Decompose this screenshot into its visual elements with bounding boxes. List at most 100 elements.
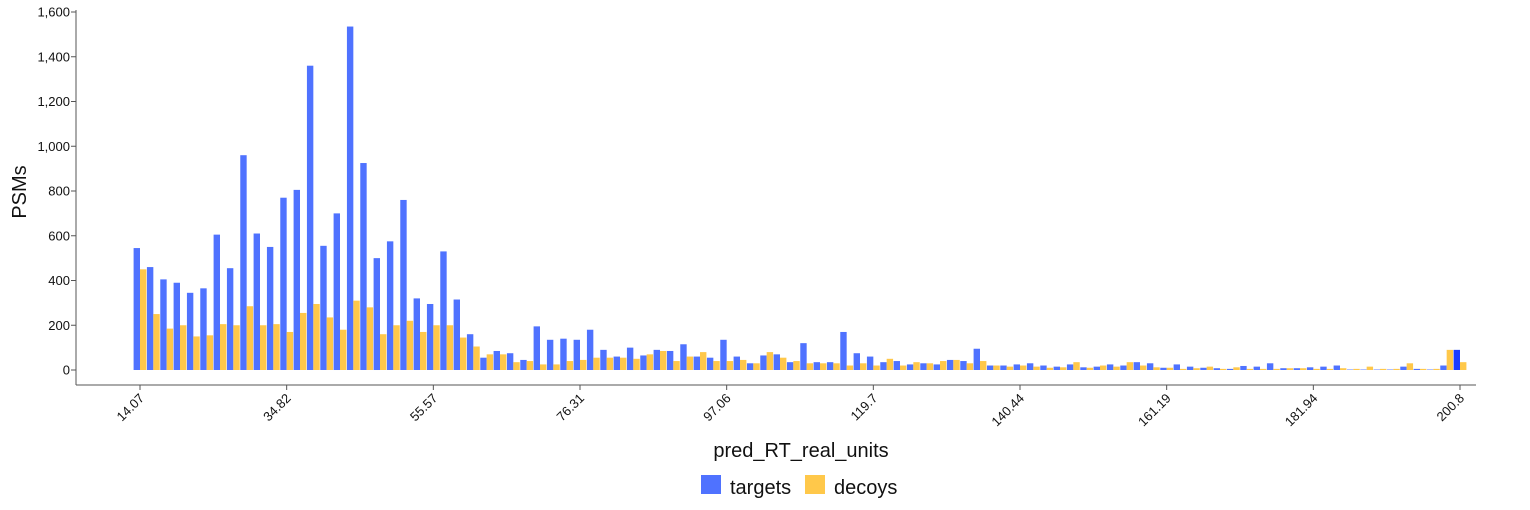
x-tick-label: 76.31 [554, 391, 588, 425]
bar-targets [1066, 364, 1074, 370]
x-axis-ticks: 14.07 34.82 55.57 76.31 97.06 119.7 140.44 161.… [114, 385, 1468, 430]
bar-decoys [980, 361, 987, 370]
bar-decoys [886, 358, 894, 370]
bar-targets [200, 288, 207, 370]
bar-decoys [393, 325, 400, 370]
bar-targets [386, 241, 394, 370]
legend-label-targets[interactable]: targets [730, 477, 791, 499]
bar-decoys [1060, 367, 1067, 370]
bar-targets [1160, 367, 1167, 370]
bar-decoys [1113, 366, 1120, 370]
bar-decoys [740, 359, 747, 370]
bar-decoys [1326, 368, 1334, 370]
bar-decoys [233, 325, 240, 370]
x-tick-label: 161.19 [1135, 391, 1174, 430]
bar-targets [960, 361, 967, 370]
bar-targets [813, 362, 820, 370]
bar-decoys [246, 306, 254, 370]
bar-targets [693, 356, 700, 370]
bar-decoys [193, 336, 200, 370]
bar-targets [1440, 365, 1447, 370]
bar-decoys [846, 365, 854, 370]
bar-targets [1400, 366, 1407, 370]
bar-decoys [780, 357, 787, 370]
bar-decoys [1246, 368, 1254, 370]
legend-label-decoys[interactable]: decoys [834, 477, 897, 499]
bar-targets [1146, 363, 1154, 370]
legend[interactable]: targets decoys [701, 475, 897, 499]
x-axis-title: pred_RT_real_units [713, 440, 888, 462]
bar-targets [720, 339, 727, 370]
bar-decoys [726, 361, 734, 370]
bar-decoys [420, 331, 427, 370]
bar-targets [613, 356, 620, 370]
bar-decoys [1340, 368, 1347, 370]
bar-decoys [1193, 368, 1200, 370]
bar-targets [280, 197, 287, 370]
legend-swatch-decoys[interactable] [805, 475, 825, 494]
bar-targets [826, 362, 834, 370]
bar-decoys [1353, 368, 1360, 370]
bar-decoys [1366, 366, 1374, 370]
bar-decoys [180, 325, 187, 370]
bar-targets [346, 26, 354, 370]
bar-decoys [940, 361, 947, 370]
bar-targets [946, 359, 954, 370]
bar-decoys [1433, 368, 1440, 370]
x-tick-label: 181.94 [1282, 391, 1321, 430]
bar-targets [240, 155, 247, 370]
bar-targets [173, 282, 180, 370]
bar-targets [760, 355, 767, 370]
x-tick-label: 200.8 [1434, 391, 1468, 425]
bar-decoys [1140, 365, 1147, 370]
bar-decoys [833, 363, 840, 370]
bar-decoys [1033, 366, 1040, 370]
bar-decoys [793, 361, 800, 370]
bar-targets [400, 199, 407, 370]
bar-decoys [380, 334, 387, 370]
bar-targets [493, 350, 500, 370]
bar-targets [1040, 365, 1047, 370]
bar-decoys [1020, 365, 1027, 370]
bar-decoys [1273, 368, 1280, 370]
bar-decoys [913, 362, 920, 370]
bar-decoys [1100, 365, 1107, 370]
y-axis-ticks: 0 200 400 600 800 1,000 1,200 1,400 1,600 [37, 5, 76, 378]
bar-targets [733, 356, 740, 370]
x-tick-label: 34.82 [260, 391, 294, 425]
bar-targets [1080, 367, 1087, 370]
bar-targets [560, 338, 567, 370]
y-tick-label: 600 [48, 228, 70, 243]
bar-targets [800, 343, 807, 370]
bar-targets [213, 234, 220, 370]
bar-targets [933, 364, 940, 370]
bar-targets [786, 362, 794, 370]
bar-targets [640, 355, 647, 370]
bar-decoys [660, 350, 667, 370]
bar-decoys [1260, 368, 1267, 370]
bar-targets [320, 245, 327, 370]
bar-targets [186, 292, 194, 370]
bar-targets [1106, 364, 1114, 370]
y-tick-label: 1,000 [37, 139, 70, 154]
bar-targets [133, 248, 140, 370]
bar-decoys [1220, 368, 1227, 370]
bar-targets [1213, 368, 1220, 370]
bar-decoys [926, 363, 934, 370]
bar-targets [973, 348, 980, 370]
bar-targets [866, 356, 874, 370]
bar-decoys [766, 352, 774, 370]
bar-targets [1013, 364, 1020, 370]
bar-decoys [1406, 363, 1414, 370]
bar-decoys [633, 358, 640, 370]
bar-decoys [686, 356, 694, 370]
bar-decoys [446, 325, 454, 370]
bar-decoys [820, 363, 827, 370]
bar-decoys [166, 328, 174, 370]
bar-decoys [1286, 368, 1294, 370]
legend-swatch-targets[interactable] [701, 475, 721, 494]
bar-targets [680, 344, 687, 370]
bar-targets [1026, 363, 1034, 370]
bar-decoys [1446, 349, 1454, 370]
